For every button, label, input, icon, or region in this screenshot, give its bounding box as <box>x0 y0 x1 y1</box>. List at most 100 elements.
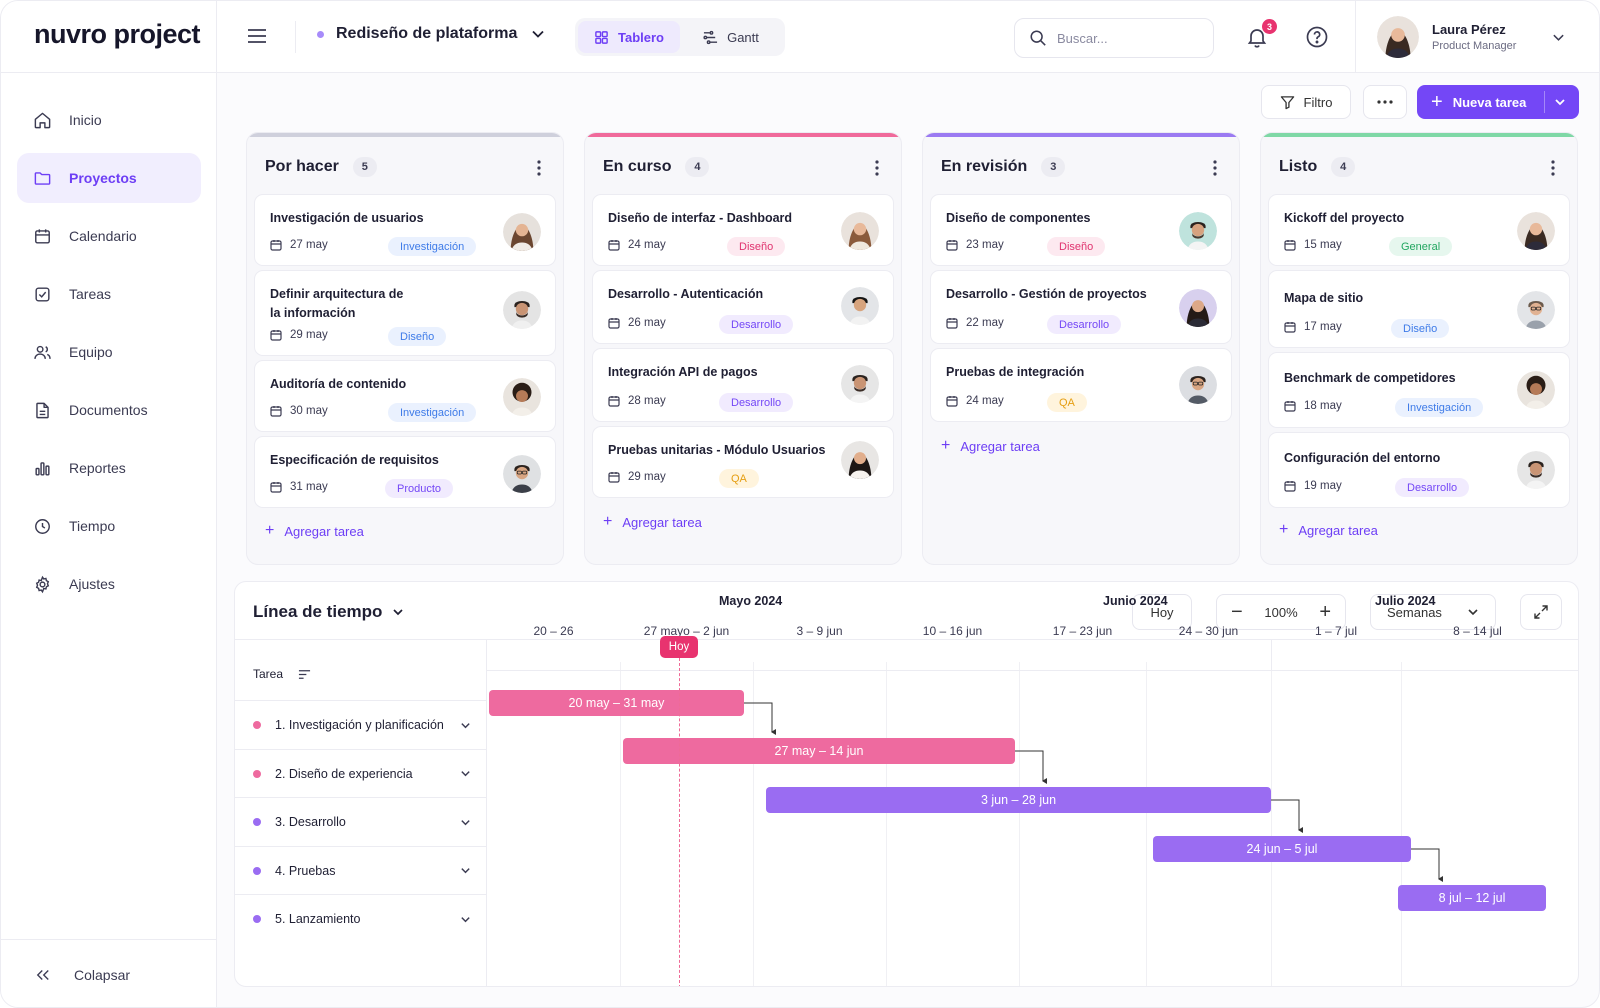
add-task-button[interactable]: + Agregar tarea <box>603 513 702 531</box>
task-name: 4. Pruebas <box>275 863 336 878</box>
scale-value: Semanas <box>1387 604 1442 620</box>
task-card[interactable]: Desarrollo - Autenticación 26 may Desarr… <box>592 270 894 344</box>
more-options-button[interactable] <box>1363 85 1407 119</box>
sidebar-item-documentos[interactable]: Documentos <box>17 385 201 435</box>
new-task-button[interactable]: + Nueva tarea <box>1417 85 1579 119</box>
sidebar-item-inicio[interactable]: Inicio <box>17 95 201 145</box>
divider <box>1271 639 1272 670</box>
column-count: 5 <box>352 157 377 177</box>
collapse-button[interactable]: Colapsar <box>1 939 217 1007</box>
gantt-bar[interactable]: 3 jun – 28 jun <box>766 787 1271 813</box>
gantt-bar[interactable]: 24 jun – 5 jul <box>1153 836 1411 862</box>
task-tag: Diseño <box>727 237 786 256</box>
tab-tablero[interactable]: Tablero <box>578 21 680 53</box>
bell-icon[interactable] <box>1245 25 1269 49</box>
chevron-down-icon[interactable] <box>1552 31 1565 44</box>
search-input[interactable] <box>1057 30 1197 46</box>
kebab-menu-icon[interactable] <box>1213 160 1217 176</box>
scale-select[interactable]: Semanas <box>1370 594 1496 630</box>
view-switcher: Tablero Gantt <box>575 18 785 56</box>
task-tag: Desarrollo <box>719 393 794 412</box>
sidebar-item-proyectos[interactable]: Proyectos <box>17 153 201 203</box>
assignee-avatar <box>841 287 879 325</box>
tab-gantt[interactable]: Gantt <box>680 21 782 53</box>
month-label: Junio 2024 <box>1103 594 1168 608</box>
folder-icon <box>34 171 51 185</box>
kebab-menu-icon[interactable] <box>875 160 879 176</box>
task-card[interactable]: Mapa de sitio 17 may Diseño <box>1268 270 1570 348</box>
task-card[interactable]: Integración API de pagos 28 may Desarrol… <box>592 348 894 422</box>
chevron-down-icon[interactable] <box>460 817 471 828</box>
task-card[interactable]: Definir arquitectura de la información 2… <box>254 270 556 356</box>
chevron-down-icon[interactable] <box>460 914 471 925</box>
project-selector[interactable]: Rediseño de plataforma <box>317 25 545 43</box>
task-card[interactable]: Investigación de usuarios 27 may Investi… <box>254 194 556 266</box>
task-card[interactable]: Kickoff del proyecto 15 may General <box>1268 194 1570 266</box>
gantt-bar[interactable]: 20 may – 31 may <box>489 690 744 716</box>
add-task-label: Agregar tarea <box>622 514 702 530</box>
task-card[interactable]: Desarrollo - Gestión de proyectos 22 may… <box>930 270 1232 344</box>
task-title: Investigación de usuarios <box>270 211 424 225</box>
timeline-task-row[interactable]: 1. Investigación y planificación <box>235 700 487 749</box>
timeline-task-row[interactable]: 5. Lanzamiento <box>235 894 487 943</box>
chevron-down-icon[interactable] <box>1554 96 1566 108</box>
task-tag: Diseño <box>1047 237 1106 256</box>
add-task-button[interactable]: + Agregar tarea <box>941 437 1040 455</box>
filter-button[interactable]: Filtro <box>1261 85 1351 119</box>
task-card[interactable]: Pruebas de integración 24 may QA <box>930 348 1232 422</box>
hamburger-menu-icon[interactable] <box>247 27 267 45</box>
today-button[interactable]: Hoy <box>1132 594 1192 630</box>
kebab-menu-icon[interactable] <box>537 160 541 176</box>
task-card[interactable]: Pruebas unitarias - Módulo Usuarios 29 m… <box>592 426 894 498</box>
sidebar-item-tareas[interactable]: Tareas <box>17 269 201 319</box>
zoom-out-button[interactable]: − <box>1231 601 1243 623</box>
column-header: En curso 4 <box>603 157 710 177</box>
chevron-down-icon[interactable] <box>460 768 471 779</box>
user-avatar[interactable] <box>1377 16 1419 58</box>
calendar-icon <box>270 330 282 341</box>
task-due-date: 15 may <box>1284 239 1342 251</box>
today-line <box>679 658 680 986</box>
timeline-title-dropdown[interactable]: Línea de tiempo <box>253 602 404 622</box>
task-card[interactable]: Configuración del entorno 19 may Desarro… <box>1268 432 1570 508</box>
week-gridline <box>1146 662 1147 986</box>
kebab-menu-icon[interactable] <box>1551 160 1555 176</box>
timeline-task-row[interactable]: 3. Desarrollo <box>235 797 487 846</box>
week-label: 20 – 26 <box>533 624 574 638</box>
dependency-arrow <box>744 702 776 735</box>
chevron-down-icon[interactable] <box>460 720 471 731</box>
sidebar-item-calendario[interactable]: Calendario <box>17 211 201 261</box>
task-card[interactable]: Auditoría de contenido 30 may Investigac… <box>254 360 556 432</box>
gantt-bar[interactable]: 8 jul – 12 jul <box>1398 885 1546 911</box>
task-card[interactable]: Diseño de interfaz - Dashboard 24 may Di… <box>592 194 894 266</box>
expand-button[interactable] <box>1520 594 1562 630</box>
add-task-button[interactable]: + Agregar tarea <box>1279 521 1378 539</box>
chevron-down-icon[interactable] <box>460 865 471 876</box>
task-card[interactable]: Benchmark de competidores 18 may Investi… <box>1268 352 1570 428</box>
column-header: En revisión 3 <box>941 157 1066 177</box>
help-icon[interactable] <box>1305 25 1329 49</box>
gantt-bar[interactable]: 27 may – 14 jun <box>623 738 1015 764</box>
zoom-in-button[interactable]: + <box>1319 601 1331 623</box>
week-gridline <box>1401 662 1402 986</box>
task-card[interactable]: Especificación de requisitos 31 may Prod… <box>254 436 556 508</box>
sort-icon[interactable] <box>298 668 311 681</box>
more-horizontal-icon <box>1377 100 1393 104</box>
month-label: Julio 2024 <box>1375 594 1436 608</box>
column-title: En curso <box>603 158 672 175</box>
timeline-task-row[interactable]: 2. Diseño de experiencia <box>235 748 487 798</box>
timeline-task-row[interactable]: 4. Pruebas <box>235 845 487 895</box>
sidebar-item-reportes[interactable]: Reportes <box>17 443 201 493</box>
task-card[interactable]: Diseño de componentes 23 may Diseño <box>930 194 1232 266</box>
task-tag: General <box>1389 237 1453 256</box>
sidebar-item-ajustes[interactable]: Ajustes <box>17 559 201 609</box>
sidebar-item-label: Equipo <box>69 344 113 360</box>
sidebar-item-equipo[interactable]: Equipo <box>17 327 201 377</box>
add-task-label: Agregar tarea <box>284 523 364 539</box>
search-icon <box>1030 30 1046 46</box>
column-header: Por hacer 5 <box>265 157 377 177</box>
assignee-avatar <box>503 455 541 493</box>
column-title: En revisión <box>941 158 1028 175</box>
add-task-button[interactable]: + Agregar tarea <box>265 522 364 540</box>
sidebar-item-tiempo[interactable]: Tiempo <box>17 501 201 551</box>
